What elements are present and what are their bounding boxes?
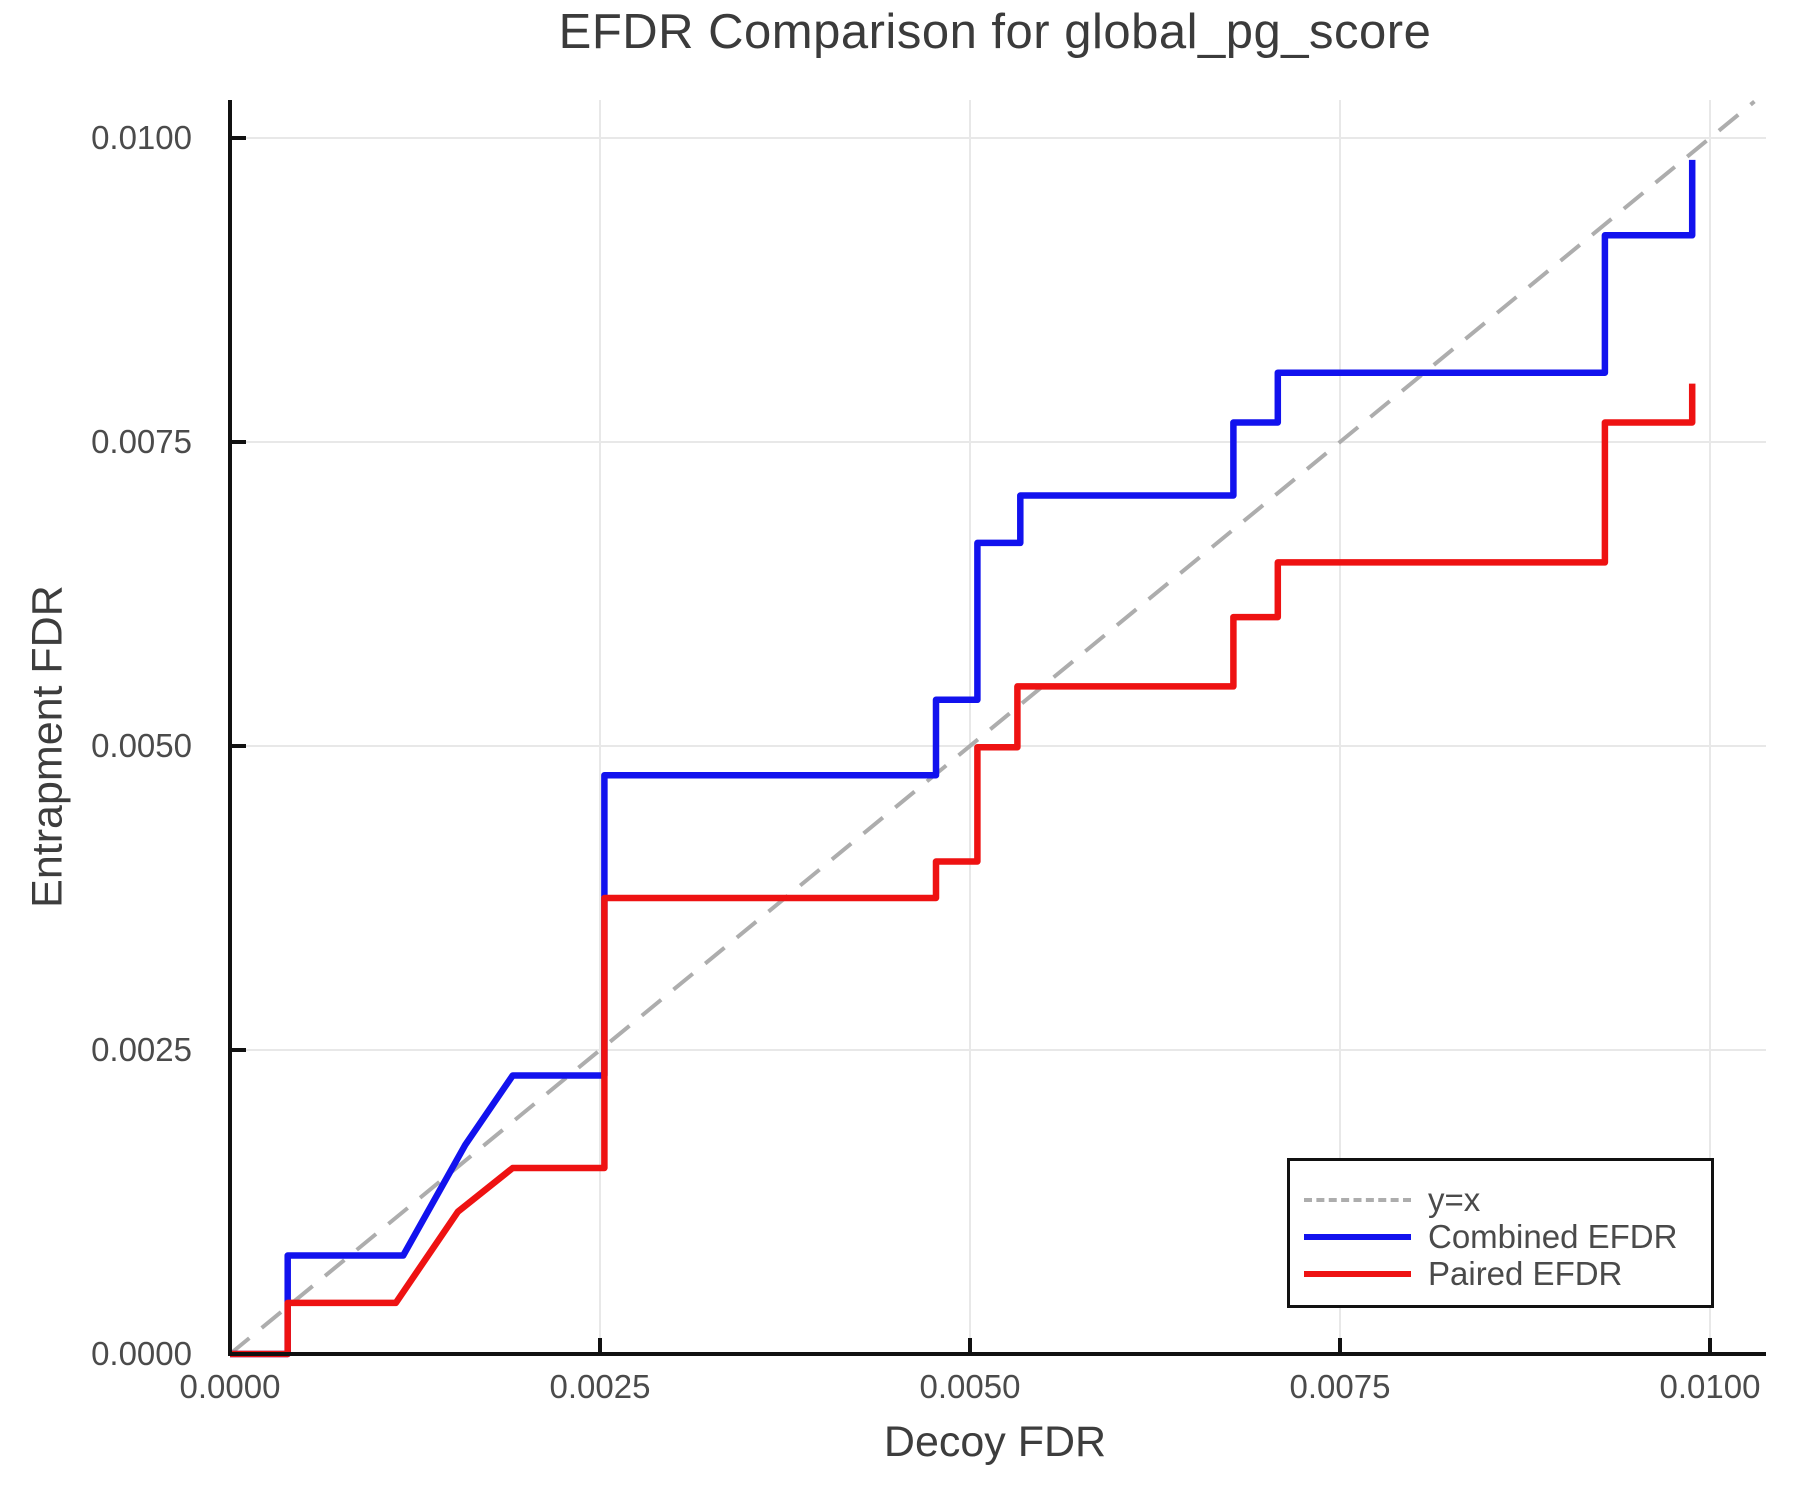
y-tick-label: 0.0050 bbox=[91, 727, 192, 764]
legend-label: Combined EFDR bbox=[1428, 1217, 1678, 1255]
legend-row-diagonal: y=x bbox=[1290, 1181, 1711, 1218]
legend-label: Paired EFDR bbox=[1428, 1254, 1623, 1292]
combined-line-sample bbox=[1304, 1233, 1411, 1240]
chart-title: EFDR Comparison for global_pg_score bbox=[558, 5, 1432, 59]
x-axis-title: Decoy FDR bbox=[883, 1418, 1107, 1466]
x-tick-label: 0.0100 bbox=[1659, 1368, 1761, 1405]
diagonal-line-sample bbox=[1304, 1197, 1411, 1202]
x-tick-label: 0.0075 bbox=[1289, 1368, 1391, 1405]
x-tick-label: 0.0025 bbox=[549, 1368, 651, 1405]
legend-row-paired: Paired EFDR bbox=[1290, 1255, 1711, 1292]
y-tick-label: 0.0100 bbox=[91, 119, 192, 156]
series-lines bbox=[228, 99, 1756, 1358]
y-tick-label: 0.0000 bbox=[91, 1335, 192, 1372]
y-tick-label: 0.0075 bbox=[91, 423, 192, 460]
legend-label: y=x bbox=[1428, 1180, 1481, 1218]
legend-row-combined: Combined EFDR bbox=[1290, 1218, 1711, 1255]
legend: y=x Combined EFDR Paired EFDR bbox=[1287, 1158, 1714, 1308]
x-tick-label: 0.0000 bbox=[179, 1368, 281, 1405]
paired-line-sample bbox=[1304, 1270, 1411, 1277]
axes bbox=[228, 100, 1766, 1356]
y-tick-label: 0.0025 bbox=[91, 1031, 192, 1068]
x-tick-label: 0.0050 bbox=[919, 1368, 1021, 1405]
